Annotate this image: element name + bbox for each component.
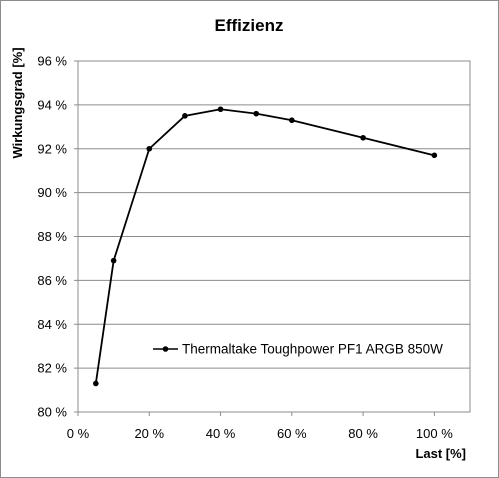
series-layer <box>93 106 438 387</box>
data-point <box>360 134 366 141</box>
x-tick-label: 0 % <box>67 426 90 441</box>
y-tick-label: 96 % <box>37 54 67 69</box>
x-tick-label: 100 % <box>416 426 453 441</box>
y-tick-label: 82 % <box>37 361 67 376</box>
y-axis-title: Wirkungsgrad [%] <box>10 47 25 158</box>
x-axis-ticks: 0 % 20 % 40 % 60 % 80 % 100 % <box>67 412 453 441</box>
y-tick-label: 80 % <box>37 405 67 420</box>
x-tick-label: 60 % <box>277 426 307 441</box>
legend: Thermaltake Toughpower PF1 ARGB 850W <box>153 342 443 357</box>
data-point <box>289 117 295 124</box>
x-tick-label: 80 % <box>348 426 378 441</box>
data-point <box>253 110 259 117</box>
data-point <box>217 106 224 113</box>
data-point <box>93 380 99 387</box>
y-tick-label: 90 % <box>37 185 67 200</box>
y-tick-label: 86 % <box>37 273 67 288</box>
x-tick-label: 40 % <box>206 426 236 441</box>
y-tick-label: 84 % <box>37 317 67 332</box>
y-tick-label: 88 % <box>37 229 67 244</box>
grid-lines <box>78 104 470 369</box>
y-tick-label: 92 % <box>37 141 67 156</box>
y-axis-ticks: 80 % 82 % 84 % 86 % 88 % 90 % 92 % 94 % 96 % <box>37 54 78 420</box>
chart-title: Effizienz <box>215 16 284 35</box>
data-point <box>110 257 117 264</box>
legend-marker-swatch <box>162 346 169 352</box>
x-axis-title: Last [%] <box>415 446 466 461</box>
legend-entry-label: Thermaltake Toughpower PF1 ARGB 850W <box>182 342 443 357</box>
x-tick-label: 20 % <box>134 426 164 441</box>
y-tick-label: 94 % <box>37 97 67 112</box>
data-point <box>182 113 188 119</box>
data-point <box>431 152 438 159</box>
data-point <box>146 145 153 152</box>
